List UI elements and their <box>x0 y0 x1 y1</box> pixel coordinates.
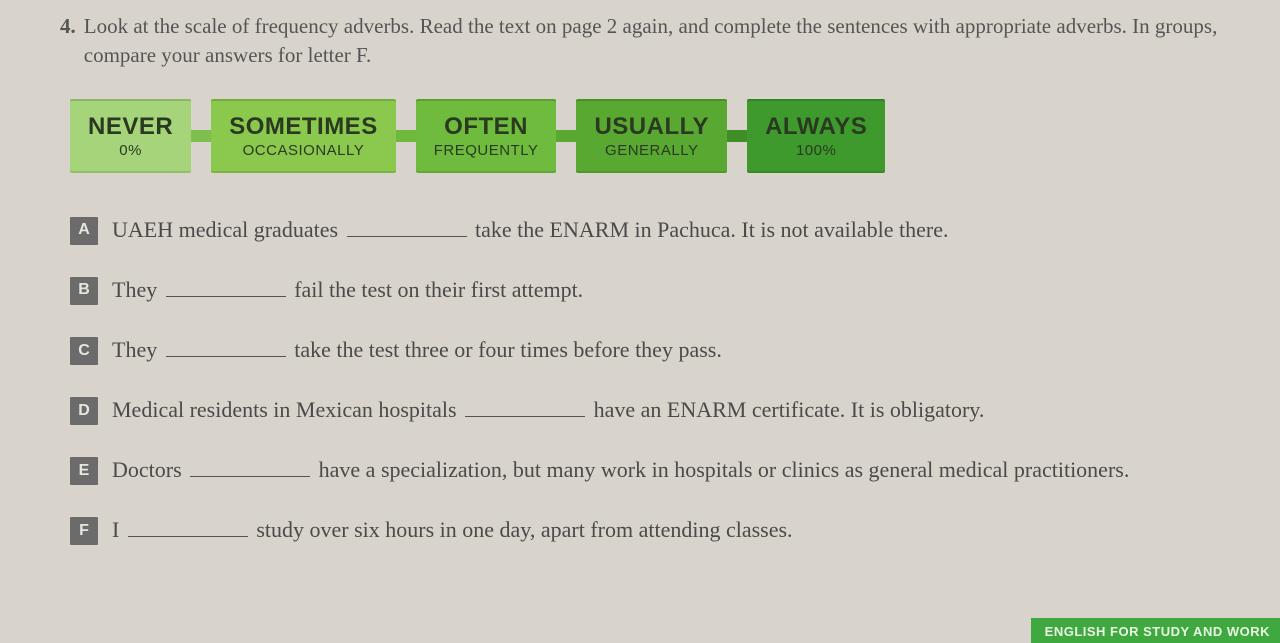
exercise-items: A UAEH medical graduates take the ENARM i… <box>70 213 1240 548</box>
scale-box-sometimes: SOMETIMESOCCASIONALLY <box>211 99 396 173</box>
scale-box-often: OFTENFREQUENTLY <box>416 99 557 173</box>
scale-box-always: ALWAYS100% <box>747 99 885 173</box>
fill-blank[interactable] <box>465 395 585 417</box>
item-text-pre: They <box>112 337 163 362</box>
scale-main-label: SOMETIMES <box>229 113 378 141</box>
scale-box-usually: USUALLYGENERALLY <box>576 99 727 173</box>
item-text: I study over six hours in one day, apart… <box>112 513 1240 547</box>
fill-blank[interactable] <box>128 515 248 537</box>
footer-badge: ENGLISH FOR STUDY AND WORK <box>1031 618 1280 643</box>
item-text-post: have a specialization, but many work in … <box>313 457 1129 482</box>
item-text-pre: Doctors <box>112 457 187 482</box>
scale-connector <box>191 130 211 142</box>
scale-sub-label: FREQUENTLY <box>434 142 539 159</box>
fill-blank[interactable] <box>347 215 467 237</box>
exercise-instruction: 4. Look at the scale of frequency adverb… <box>60 12 1240 71</box>
exercise-item: C They take the test three or four times … <box>70 333 1240 367</box>
scale-sub-label: 100% <box>796 142 836 159</box>
scale-sub-label: 0% <box>119 142 142 159</box>
item-letter: F <box>70 517 98 545</box>
fill-blank[interactable] <box>166 335 286 357</box>
item-text-pre: UAEH medical graduates <box>112 217 344 242</box>
item-text: They fail the test on their first attemp… <box>112 273 1240 307</box>
item-text-pre: They <box>112 277 163 302</box>
item-text-post: take the ENARM in Pachuca. It is not ava… <box>470 217 949 242</box>
instruction-text: Look at the scale of frequency adverbs. … <box>84 12 1240 71</box>
scale-sub-label: GENERALLY <box>605 142 698 159</box>
scale-main-label: OFTEN <box>444 113 528 141</box>
frequency-scale: NEVER0% SOMETIMESOCCASIONALLY OFTENFREQUEN… <box>70 99 1240 173</box>
item-text: Medical residents in Mexican hospitals h… <box>112 393 1240 427</box>
exercise-item: B They fail the test on their first attem… <box>70 273 1240 307</box>
item-letter: B <box>70 277 98 305</box>
scale-main-label: NEVER <box>88 113 173 141</box>
fill-blank[interactable] <box>166 275 286 297</box>
item-letter: D <box>70 397 98 425</box>
item-text: They take the test three or four times b… <box>112 333 1240 367</box>
scale-sub-label: OCCASIONALLY <box>243 142 365 159</box>
exercise-number: 4. <box>60 12 76 41</box>
item-letter: A <box>70 217 98 245</box>
item-text-post: have an ENARM certificate. It is obligat… <box>588 397 984 422</box>
fill-blank[interactable] <box>190 455 310 477</box>
item-text-pre: Medical residents in Mexican hospitals <box>112 397 462 422</box>
exercise-item: E Doctors have a specialization, but many… <box>70 453 1240 487</box>
item-letter: C <box>70 337 98 365</box>
item-letter: E <box>70 457 98 485</box>
item-text-post: fail the test on their first attempt. <box>289 277 583 302</box>
exercise-item: A UAEH medical graduates take the ENARM i… <box>70 213 1240 247</box>
scale-connector <box>556 130 576 142</box>
exercise-item: D Medical residents in Mexican hospitals … <box>70 393 1240 427</box>
scale-connector <box>727 130 747 142</box>
scale-main-label: USUALLY <box>594 113 709 141</box>
item-text-post: study over six hours in one day, apart f… <box>251 517 793 542</box>
scale-box-never: NEVER0% <box>70 99 191 173</box>
scale-connector <box>396 130 416 142</box>
exercise-item: FI study over six hours in one day, apar… <box>70 513 1240 547</box>
scale-main-label: ALWAYS <box>765 113 867 141</box>
item-text-post: take the test three or four times before… <box>289 337 722 362</box>
item-text: Doctors have a specialization, but many … <box>112 453 1240 487</box>
item-text-pre: I <box>112 517 125 542</box>
item-text: UAEH medical graduates take the ENARM in… <box>112 213 1240 247</box>
